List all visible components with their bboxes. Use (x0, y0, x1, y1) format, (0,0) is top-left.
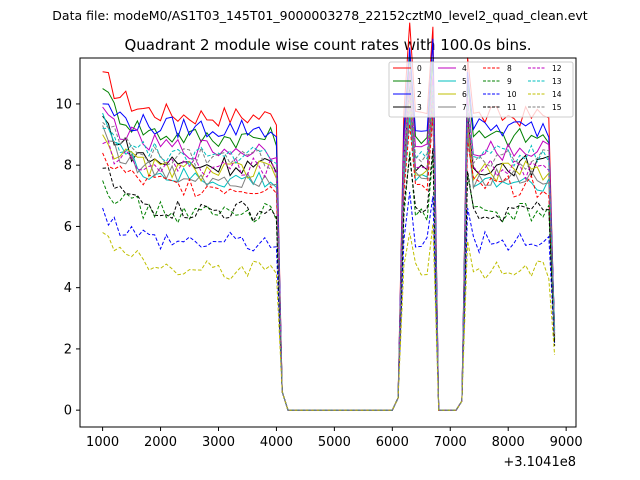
legend-label-11: 11 (507, 103, 517, 112)
x-tick-label: 4000 (260, 435, 293, 450)
y-tick-label: 0 (64, 404, 72, 419)
legend-label-2: 2 (417, 90, 422, 99)
y-tick-label: 10 (55, 97, 72, 112)
series-line-4 (102, 71, 556, 411)
legend-label-15: 15 (552, 103, 562, 112)
legend-label-13: 13 (552, 77, 562, 86)
x-tick-label: 9000 (550, 435, 583, 450)
series-line-7 (102, 107, 556, 411)
chart-title: Quadrant 2 module wise count rates with … (124, 36, 531, 54)
series-line-6 (102, 95, 556, 411)
x-tick-label: 6000 (376, 435, 409, 450)
x-tick-label: 3000 (202, 435, 235, 450)
axes-frame (79, 57, 577, 428)
series-line-10 (102, 191, 556, 411)
series-line-5 (102, 107, 556, 411)
y-tick-label: 8 (64, 159, 72, 174)
legend-label-12: 12 (552, 64, 562, 73)
x-tick-label: 2000 (144, 435, 177, 450)
y-tick-label: 2 (64, 342, 72, 357)
x-axis: 1000 2000 3000 4000 5000 6000 7000 8000 9000 (86, 427, 583, 450)
y-axis: 0 2 4 6 8 10 (55, 97, 80, 419)
legend-label-6: 6 (462, 90, 467, 99)
series-line-8 (102, 115, 556, 411)
series-line-14 (102, 224, 556, 411)
suptitle: Data file: modeM0/AS1T03_145T01_90000032… (52, 8, 587, 23)
legend-label-8: 8 (507, 64, 512, 73)
plot-area: 1000 2000 3000 4000 5000 6000 7000 8000 9000 0 2 4… (55, 22, 583, 470)
legend-label-9: 9 (507, 77, 512, 86)
legend-label-14: 14 (552, 90, 562, 99)
x-tick-label: 7000 (434, 435, 467, 450)
legend-label-5: 5 (462, 77, 467, 86)
x-tick-label: 1000 (86, 435, 119, 450)
y-tick-label: 4 (64, 281, 72, 296)
series-line-15 (102, 80, 556, 411)
legend-label-4: 4 (462, 64, 467, 73)
legend-label-1: 1 (417, 77, 422, 86)
y-tick-label: 6 (64, 220, 72, 235)
legend-label-0: 0 (417, 64, 422, 73)
legend-label-3: 3 (417, 103, 422, 112)
legend-label-7: 7 (462, 103, 467, 112)
series-line-9 (102, 151, 556, 411)
series-line-11 (102, 147, 556, 411)
legend-frame (388, 61, 574, 118)
x-tick-label: 5000 (318, 435, 351, 450)
series-line-13 (102, 80, 556, 411)
series-layer (102, 22, 556, 411)
series-line-3 (102, 86, 556, 411)
legend-label-10: 10 (507, 90, 517, 99)
x-tick-label: 8000 (492, 435, 525, 450)
x-offset-label: +3.1041e8 (503, 455, 576, 470)
